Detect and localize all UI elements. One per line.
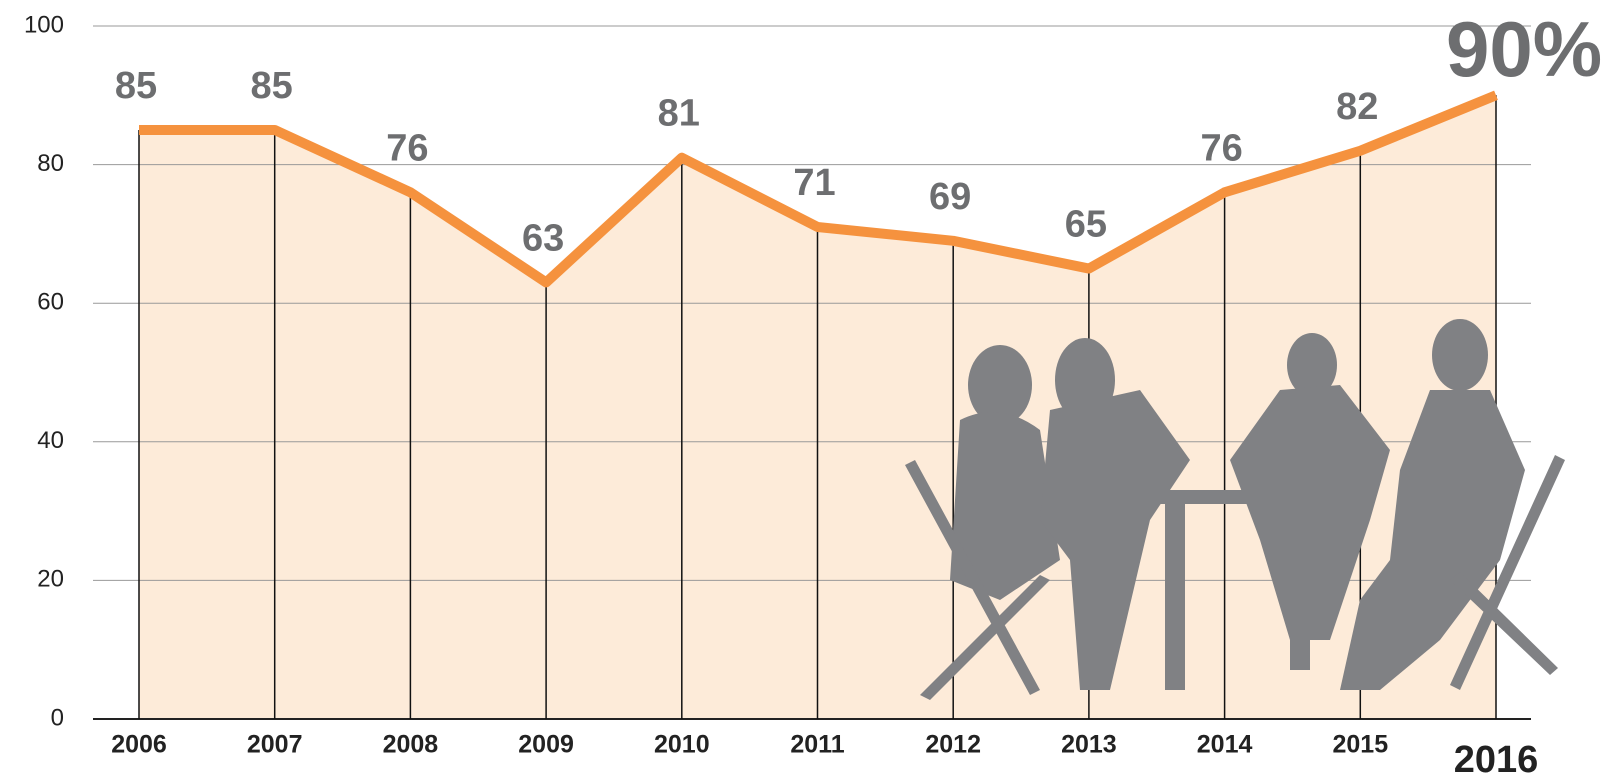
x-tick-label: 2016 xyxy=(1454,739,1539,779)
y-tick-label: 20 xyxy=(37,566,64,593)
line xyxy=(139,90,1498,288)
x-tick-label: 2007 xyxy=(247,731,303,759)
x-tick-label: 2010 xyxy=(654,731,710,759)
y-tick-label: 100 xyxy=(24,11,64,38)
x-tick-label: 2006 xyxy=(111,731,167,759)
data-label: 85 xyxy=(251,65,293,107)
data-label: 71 xyxy=(793,162,835,204)
x-tick-label: 2013 xyxy=(1061,731,1117,759)
silhouette xyxy=(905,319,1565,700)
x-tick-label: 2009 xyxy=(518,731,574,759)
x-tick-label: 2014 xyxy=(1197,731,1253,759)
y-tick-label: 80 xyxy=(37,150,64,177)
data-label: 85 xyxy=(115,65,157,107)
data-label: 82 xyxy=(1336,86,1378,128)
x-tick-label: 2008 xyxy=(383,731,439,759)
data-label: 63 xyxy=(522,217,564,259)
data-label: 81 xyxy=(658,93,700,135)
data-label: 65 xyxy=(1065,204,1107,246)
x-tick-label: 2012 xyxy=(925,731,981,759)
y-tick-label: 0 xyxy=(51,704,64,731)
data-label: 76 xyxy=(386,127,428,169)
x-tick-label: 2011 xyxy=(790,731,844,759)
data-label: 90% xyxy=(1446,5,1602,93)
data-label: 76 xyxy=(1200,127,1242,169)
data-label: 69 xyxy=(929,176,971,218)
y-tick-label: 40 xyxy=(37,427,64,454)
x-tick-label: 2015 xyxy=(1332,731,1388,759)
y-tick-label: 60 xyxy=(37,289,64,316)
